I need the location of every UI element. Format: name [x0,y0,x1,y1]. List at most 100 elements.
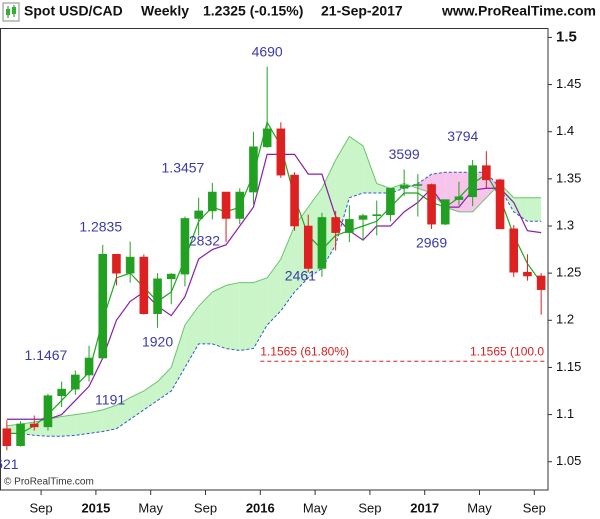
candle-body [249,146,258,193]
candle-body [153,278,162,314]
x-tick-label: 2017 [410,500,439,515]
cloud-segment [349,136,364,198]
cloud-segment [184,306,199,368]
candle-body [399,185,409,189]
candle-body [262,128,272,148]
y-tick-label: 1.4 [556,123,574,138]
candle-body [303,225,313,269]
candle-body [276,128,286,176]
candle-body [180,218,190,275]
candle-body [345,219,354,233]
y-tick-label: 1.45 [556,76,581,91]
x-tick-label: Sep [523,500,546,515]
candle-body [139,256,149,314]
annotation: 2832 [189,233,220,249]
candle-body [495,179,505,230]
annotation: 2461 [285,268,316,284]
cloud-segment [198,292,213,344]
cloud-segment [226,282,240,351]
cloud-segment [363,145,377,193]
cloud-span-a [6,135,542,427]
candle-body [290,174,299,227]
cloud-segment [102,405,117,432]
cloud-segment [130,391,144,420]
candle-body [413,184,423,186]
y-tick-label: 1.1 [556,406,574,421]
candle-body [235,191,245,219]
x-tick-label: May [138,500,163,515]
cloud-segment [513,197,528,222]
fib-label: 1.1565 (61.80%) [260,344,349,358]
candle-body [509,228,519,273]
annotation: 1.3457 [162,160,205,176]
cloud-segment [212,285,227,349]
x-tick-label: Sep [194,500,217,515]
annotation: 4690 [252,43,283,59]
cloud-segment [253,277,268,349]
x-tick-label: Sep [30,500,53,515]
y-tick-label: 1.3 [556,217,574,232]
y-tick-label: 1.2 [556,312,574,327]
plot-area: 1.1565 (61.80%) 1.1565 (100.0 621 1.1467 119… [0,43,548,472]
cloud-segment [239,282,254,351]
y-tick-label: 1.5 [556,28,577,45]
y-tick-label: 1.25 [556,265,581,280]
cloud-segment [157,367,172,401]
cloud-segment [89,409,103,434]
cloud-segment [61,414,76,437]
x-tick-label: 2015 [81,500,110,515]
candle-body [221,191,231,219]
cloud-segment [75,412,90,436]
candle-body [372,214,382,216]
header-symbol: Spot USD/CAD [24,3,123,19]
cloud-segment [267,259,281,325]
candle-body [427,184,436,225]
y-tick-label: 1.15 [556,359,581,374]
candle-body [358,215,368,220]
y-tick-label: 1.05 [556,453,581,468]
candle-body [386,187,395,215]
header-last: 1.2325 (-0.15%) [203,3,303,19]
candle-body [166,273,176,280]
fib-label: 1.1565 (100.0 [470,344,544,358]
candle-body [208,191,217,212]
candle-body [125,256,135,274]
header-period: Weekly [141,3,189,19]
candle-body [468,165,477,198]
x-tick-label: Sep [358,500,381,515]
candle-body [317,217,327,269]
header-date: 21-Sep-2017 [321,3,403,19]
annotation: 621 [0,456,19,472]
x-tick-label: 2016 [246,500,275,515]
candle-body [331,217,340,233]
candle-body [536,275,546,290]
cloud-segment [527,197,542,222]
annotation: 1191 [95,391,125,407]
indicator-line [6,153,542,420]
header-icon [2,2,20,22]
candle-body [29,423,39,428]
candle-body [98,253,108,359]
cloud-segment [171,325,185,391]
header-site: www.ProRealTime.com [441,3,596,19]
x-tick-label: May [467,500,492,515]
candle-body [454,196,464,200]
annotation: 3794 [447,128,478,144]
cloud-segment [280,226,295,311]
annotation: 1.2835 [79,218,122,234]
footer: © ProRealTime.com [4,477,94,488]
candle-body [440,199,450,225]
candle-body [57,388,66,397]
candle-body [112,253,121,274]
candle-body [16,423,25,446]
plot-frame [0,28,549,491]
candle-body [84,357,94,376]
cloud-segment [431,172,446,208]
candle-body [43,395,53,428]
annotation: 1.1467 [25,347,68,363]
indicator-line [6,120,542,435]
x-tick-label: May [303,500,328,515]
annotation: 3599 [389,146,420,162]
annotation: 2969 [416,235,447,251]
